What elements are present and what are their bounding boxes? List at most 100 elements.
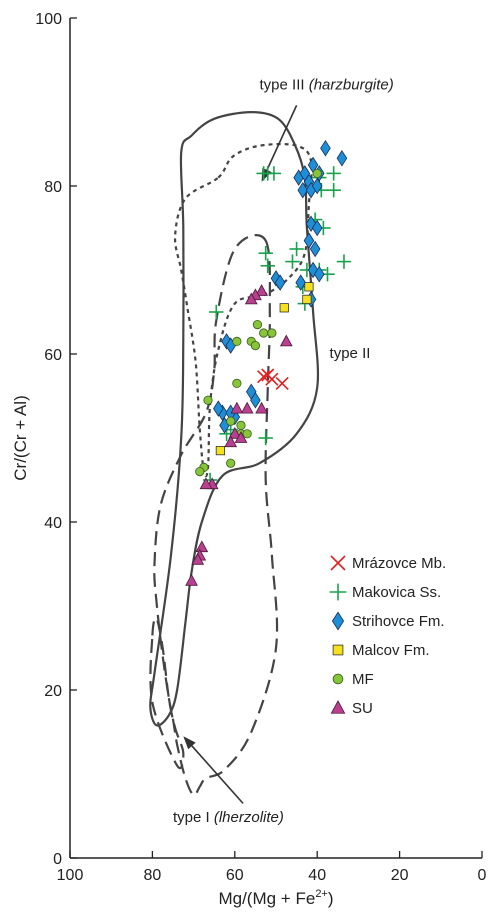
x-tick-label: 0 xyxy=(478,867,487,884)
legend-marker-square xyxy=(332,644,344,656)
point-triangle xyxy=(224,435,238,448)
legend-marker-x xyxy=(330,555,346,571)
field-outline-dashed xyxy=(153,234,279,797)
point-square xyxy=(302,294,312,305)
point-square xyxy=(215,445,225,456)
legend-entry-label: Strihovce Fm. xyxy=(352,613,445,630)
legend-entry-label: Malcov Fm. xyxy=(352,642,430,659)
axis-ticks: 0 20 40 60 80 100 100 80 60 40 20 0 xyxy=(35,11,486,884)
y-tick-label: 60 xyxy=(44,347,62,364)
point-plus xyxy=(209,304,224,320)
point-diamond xyxy=(297,181,309,199)
point-square xyxy=(304,282,314,292)
point-diamond xyxy=(303,232,315,249)
point-triangle xyxy=(234,431,248,443)
point-diamond xyxy=(320,139,331,157)
point-diamond xyxy=(250,391,261,409)
point-x xyxy=(275,376,289,390)
point-x xyxy=(265,372,279,386)
point-diamond xyxy=(274,274,286,291)
point-plus xyxy=(260,258,275,273)
y-axis-label: Cr/(Cr + Al) xyxy=(11,395,30,480)
point-square xyxy=(279,303,289,313)
point-triangle xyxy=(185,573,198,586)
point-circle xyxy=(226,458,236,468)
point-triangle xyxy=(255,401,268,414)
legend-marker-triangle xyxy=(330,700,346,714)
point-circle xyxy=(242,429,252,439)
point-circle xyxy=(195,466,205,477)
point-diamond xyxy=(295,274,306,291)
point-diamond xyxy=(311,219,323,237)
point-triangle xyxy=(244,292,258,305)
point-plus xyxy=(258,246,273,261)
arrow-line xyxy=(191,745,244,804)
y-tick-label: 80 xyxy=(44,179,62,196)
point-circle xyxy=(312,168,322,178)
point-plus xyxy=(289,241,304,257)
legend-entry-label: Mrázovce Mb. xyxy=(352,555,446,572)
point-triangle xyxy=(279,334,293,347)
point-plus xyxy=(258,430,273,446)
x-axis-label: Mg/(Mg + Fe2+) xyxy=(218,888,333,908)
x-tick-label: 100 xyxy=(57,867,84,884)
point-triangle xyxy=(240,401,254,414)
axes xyxy=(69,18,482,859)
field-outline-solid xyxy=(149,110,320,727)
point-plus xyxy=(326,183,341,198)
point-plus xyxy=(336,254,352,269)
legend-marker-plus xyxy=(329,583,347,601)
point-circle xyxy=(250,340,260,351)
x-tick-label: 60 xyxy=(226,867,244,884)
field-outlines xyxy=(149,110,320,797)
point-x xyxy=(257,370,271,384)
annotation-type-iii: type III (harzburgite) xyxy=(260,76,394,93)
point-circle xyxy=(252,319,263,330)
point-triangle xyxy=(228,426,242,439)
point-diamond xyxy=(311,177,323,195)
legend: Mrázovce Mb. Makovica Ss. Strihovce Fm. Mal… xyxy=(329,555,446,717)
annotation-arrows xyxy=(183,105,298,804)
point-diamond xyxy=(213,400,224,417)
point-diamond xyxy=(309,240,321,258)
field-outline-dotted xyxy=(173,142,313,478)
point-plus xyxy=(266,166,282,181)
y-tick-label: 20 xyxy=(44,683,62,700)
point-diamond xyxy=(299,165,311,182)
point-diamond xyxy=(305,215,317,233)
point-circle xyxy=(259,328,269,338)
point-circle xyxy=(236,420,246,430)
arrow-head xyxy=(183,736,196,750)
x-tick-label: 80 xyxy=(144,867,162,884)
point-plus xyxy=(285,254,300,269)
point-diamond xyxy=(307,261,319,279)
point-triangle xyxy=(255,284,268,296)
y-tick-label: 100 xyxy=(35,11,62,28)
annotation-type-ii: type II xyxy=(330,345,371,362)
annotation-type-i: type I (lherzolite) xyxy=(173,809,284,826)
x-tick-label: 20 xyxy=(391,867,409,884)
point-circle xyxy=(232,378,242,388)
point-plus xyxy=(326,166,341,181)
y-tick-label: 0 xyxy=(53,851,62,868)
point-triangle xyxy=(199,477,213,490)
legend-entry-label: Makovica Ss. xyxy=(352,584,441,601)
x-tick-label: 40 xyxy=(308,867,326,884)
point-triangle xyxy=(195,540,209,553)
legend-entry-label: SU xyxy=(352,700,373,717)
point-triangle xyxy=(230,401,244,414)
point-diamond xyxy=(313,265,325,283)
legend-marker-circle xyxy=(332,673,344,685)
point-circle xyxy=(226,416,236,426)
data-points xyxy=(185,139,352,586)
point-diamond xyxy=(336,150,348,167)
legend-entry-label: MF xyxy=(352,671,374,688)
point-circle xyxy=(232,336,242,346)
point-circle xyxy=(203,395,213,405)
arrow-line xyxy=(266,105,298,171)
legend-marker-diamond xyxy=(331,611,345,631)
field-outline-dashed xyxy=(149,617,185,770)
point-triangle xyxy=(191,552,205,565)
point-circle xyxy=(267,328,277,338)
